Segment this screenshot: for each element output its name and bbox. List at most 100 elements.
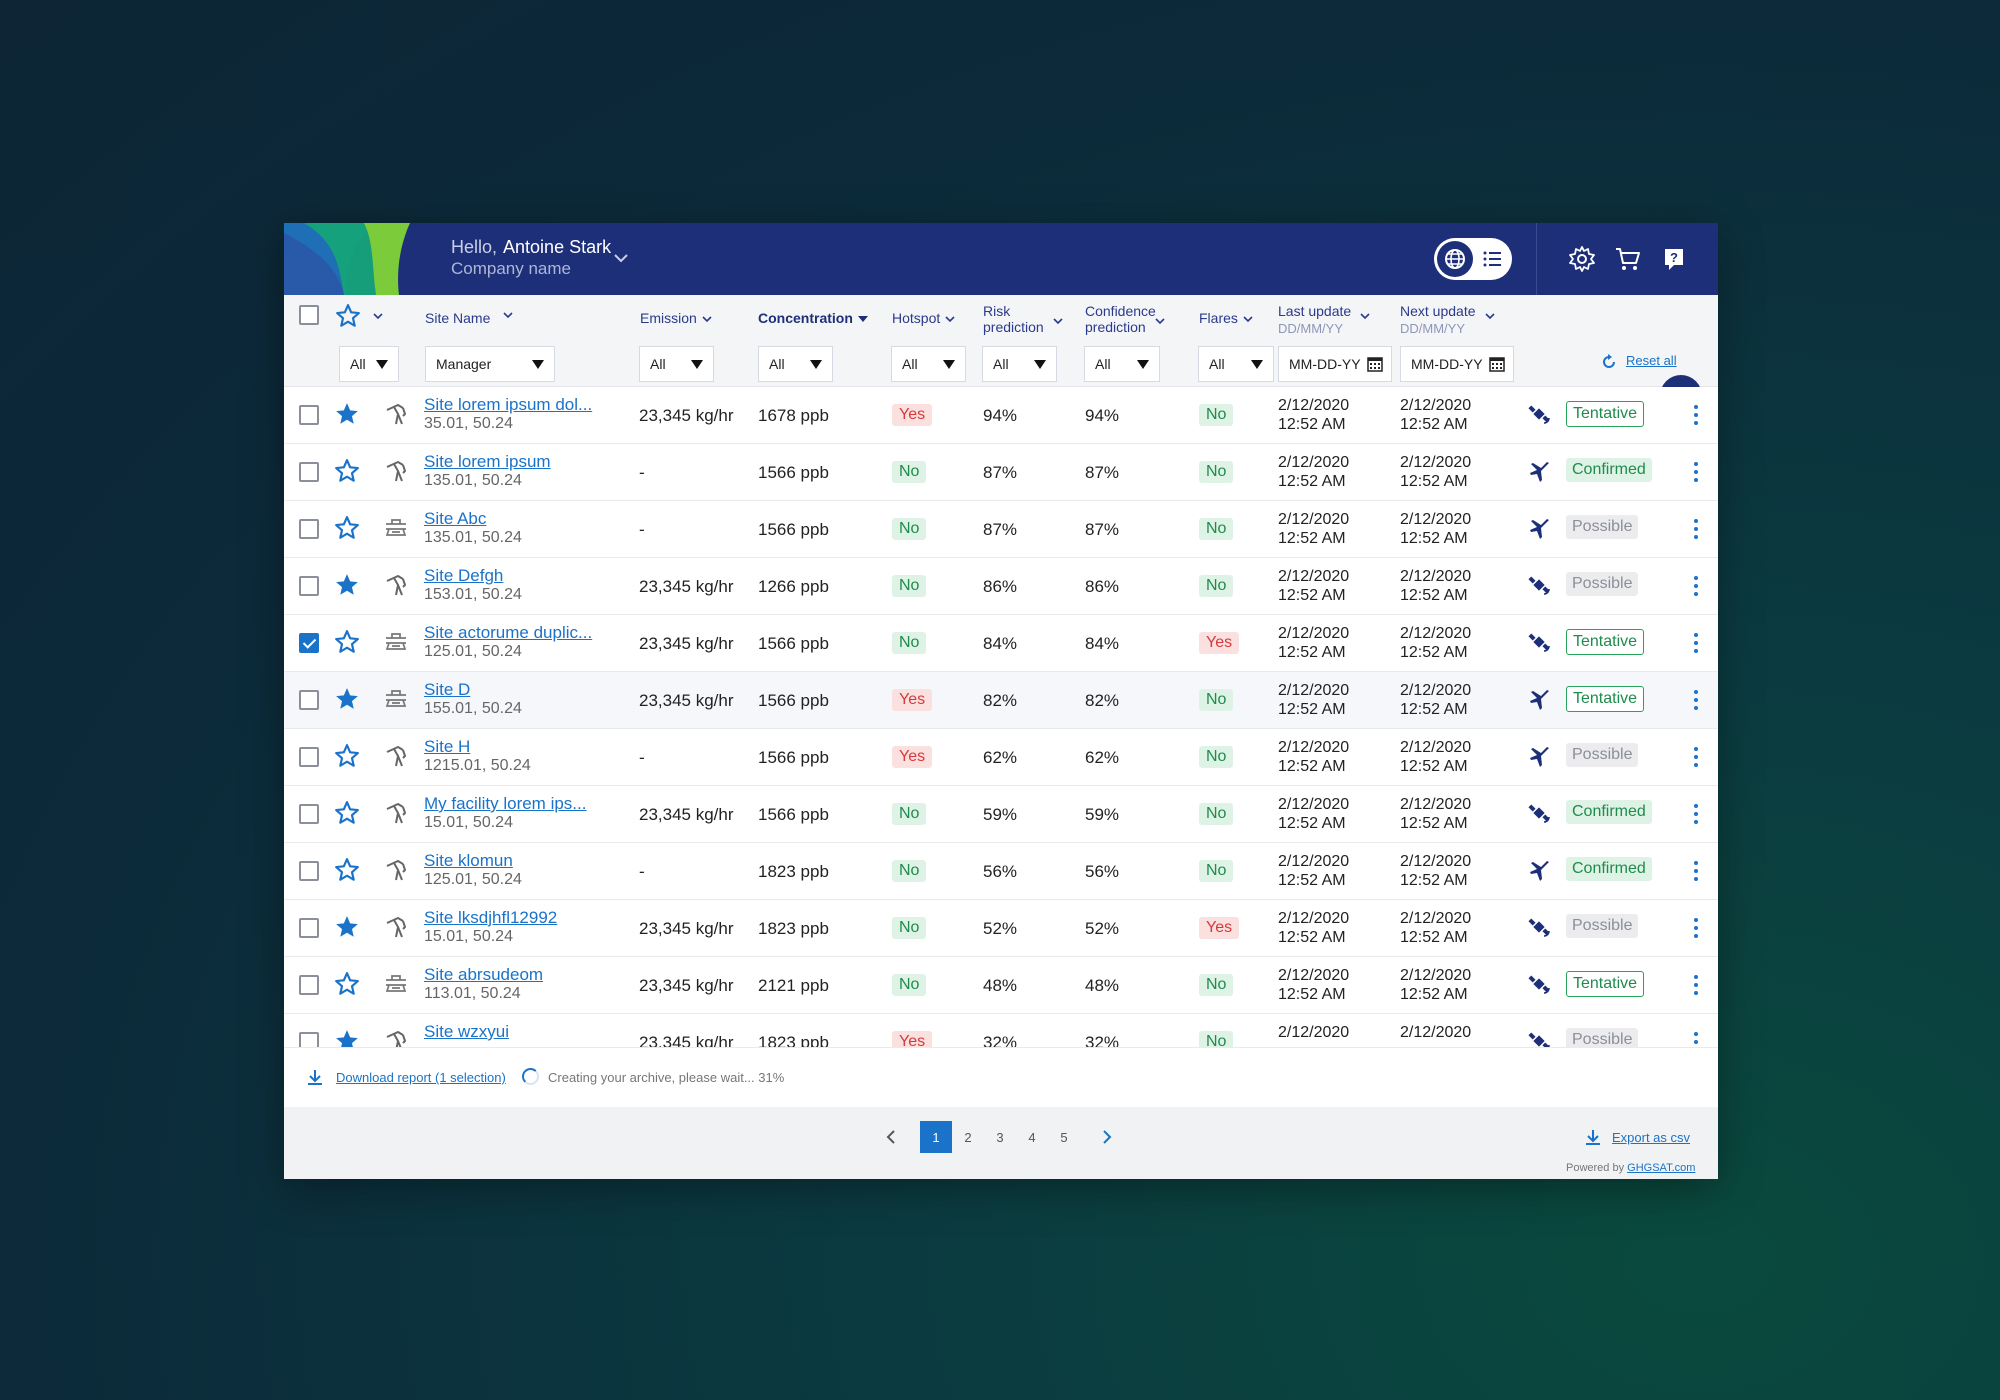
table-row[interactable]: Site H 1215.01, 50.24 - 1566 ppb Yes 62% … (284, 729, 1718, 786)
next-page-icon[interactable] (1100, 1129, 1114, 1145)
star-outline-icon[interactable] (334, 971, 360, 997)
more-options-icon[interactable] (1694, 861, 1698, 885)
status-badge[interactable]: Confirmed (1566, 458, 1652, 482)
row-checkbox[interactable] (299, 1032, 319, 1047)
col-next-update[interactable]: Next update DD/MM/YY (1400, 303, 1496, 337)
table-row[interactable]: Site lorem ipsum 135.01, 50.24 - 1566 ppb… (284, 444, 1718, 501)
site-link[interactable]: Site Defgh (424, 566, 504, 585)
star-filled-icon[interactable] (334, 686, 360, 712)
row-checkbox[interactable] (299, 462, 319, 482)
next-update-date-input[interactable]: MM-DD-YY (1400, 346, 1514, 382)
star-outline-icon[interactable] (334, 458, 360, 484)
more-options-icon[interactable] (1694, 519, 1698, 543)
reset-all-link[interactable]: Reset all (1626, 353, 1677, 368)
globe-icon[interactable] (1437, 241, 1473, 277)
last-update-date-input[interactable]: MM-DD-YY (1278, 346, 1392, 382)
col-hotspot[interactable]: Hotspot (892, 310, 956, 326)
table-row[interactable]: Site abrsudeom 113.01, 50.24 23,345 kg/hr… (284, 957, 1718, 1014)
more-options-icon[interactable] (1694, 975, 1698, 999)
account-chevron-down-icon[interactable] (612, 249, 630, 267)
chevron-down-icon[interactable] (372, 311, 384, 321)
cart-icon[interactable] (1614, 245, 1642, 273)
confidence-filter-select[interactable]: All (1084, 346, 1160, 382)
status-badge[interactable]: Tentative (1566, 686, 1645, 712)
row-checkbox[interactable] (299, 975, 319, 995)
star-outline-icon[interactable] (334, 629, 360, 655)
col-confidence-prediction[interactable]: Confidence prediction (1085, 303, 1166, 335)
table-row[interactable]: Site lksdjhfl12992 15.01, 50.24 23,345 kg… (284, 900, 1718, 957)
list-view-icon[interactable] (1482, 249, 1502, 269)
row-checkbox[interactable] (299, 747, 319, 767)
status-badge[interactable]: Possible (1566, 743, 1639, 767)
more-options-icon[interactable] (1694, 576, 1698, 600)
page-button-5[interactable]: 5 (1060, 1129, 1068, 1145)
row-checkbox[interactable] (299, 576, 319, 596)
star-filter-select[interactable]: All (339, 346, 399, 382)
more-options-icon[interactable] (1694, 405, 1698, 429)
status-badge[interactable]: Possible (1566, 515, 1639, 539)
site-link[interactable]: Site klomun (424, 851, 513, 870)
status-badge[interactable]: Tentative (1566, 401, 1645, 427)
hotspot-filter-select[interactable]: All (891, 346, 966, 382)
row-checkbox[interactable] (299, 519, 319, 539)
powered-by-link[interactable]: GHGSAT.com (1627, 1162, 1696, 1174)
refresh-icon[interactable] (1600, 353, 1618, 371)
calendar-icon[interactable] (1489, 356, 1505, 372)
status-badge[interactable]: Tentative (1566, 629, 1645, 655)
star-filled-icon[interactable] (334, 914, 360, 940)
status-badge[interactable]: Possible (1566, 1028, 1639, 1047)
status-badge[interactable]: Confirmed (1566, 800, 1652, 824)
row-checkbox[interactable] (299, 405, 319, 425)
site-link[interactable]: Site abrsudeom (424, 965, 544, 984)
star-outline-icon[interactable] (334, 800, 360, 826)
site-link[interactable]: My facility lorem ips... (424, 794, 587, 813)
col-emission[interactable]: Emission (640, 310, 713, 326)
status-badge[interactable]: Possible (1566, 572, 1639, 596)
site-link[interactable]: Site Abc (424, 509, 487, 528)
site-link[interactable]: Site wzxyui (424, 1022, 510, 1041)
site-link[interactable]: Site actorume duplic... (424, 623, 593, 642)
table-row[interactable]: My facility lorem ips... 15.01, 50.24 23,… (284, 786, 1718, 843)
star-filled-icon[interactable] (334, 1028, 360, 1047)
col-site-name[interactable]: Site Name (425, 310, 514, 326)
site-link[interactable]: Site lorem ipsum (424, 452, 551, 471)
status-badge[interactable]: Confirmed (1566, 857, 1652, 881)
download-icon[interactable] (306, 1068, 324, 1086)
col-concentration[interactable]: Concentration (758, 310, 869, 326)
site-name-filter-select[interactable]: Manager (425, 346, 555, 382)
more-options-icon[interactable] (1694, 804, 1698, 828)
page-button-2[interactable]: 2 (964, 1129, 972, 1145)
more-options-icon[interactable] (1694, 633, 1698, 657)
page-button-4[interactable]: 4 (1028, 1129, 1036, 1145)
gear-icon[interactable] (1568, 245, 1596, 273)
col-risk-prediction[interactable]: Risk prediction (983, 303, 1064, 335)
export-csv-link[interactable]: Export as csv (1612, 1130, 1691, 1145)
star-filled-icon[interactable] (334, 401, 360, 427)
flares-filter-select[interactable]: All (1198, 346, 1274, 382)
download-report-link[interactable]: Download report (1 selection) (336, 1070, 506, 1085)
status-badge[interactable]: Possible (1566, 914, 1639, 938)
table-row[interactable]: Site D 155.01, 50.24 23,345 kg/hr 1566 pp… (284, 672, 1718, 729)
more-options-icon[interactable] (1694, 918, 1698, 942)
risk-filter-select[interactable]: All (982, 346, 1057, 382)
site-link[interactable]: Site D (424, 680, 471, 699)
help-icon[interactable]: ? (1660, 245, 1688, 273)
page-button-1[interactable]: 1 (920, 1121, 952, 1153)
table-row[interactable]: Site wzxyui 23,345 kg/hr 1823 ppb Yes 32… (284, 1014, 1718, 1047)
view-toggle[interactable] (1434, 238, 1512, 280)
table-row[interactable]: Site Abc 135.01, 50.24 - 1566 ppb No 87% … (284, 501, 1718, 558)
star-outline-icon[interactable] (334, 857, 360, 883)
select-all-checkbox[interactable] (299, 305, 319, 325)
page-button-3[interactable]: 3 (996, 1129, 1004, 1145)
col-last-update[interactable]: Last update DD/MM/YY (1278, 303, 1371, 337)
emission-filter-select[interactable]: All (639, 346, 714, 382)
table-row[interactable]: Site actorume duplic... 125.01, 50.24 23,… (284, 615, 1718, 672)
site-link[interactable]: Site lksdjhfl12992 (424, 908, 558, 927)
row-checkbox[interactable] (299, 804, 319, 824)
star-outline-icon[interactable] (335, 303, 361, 329)
table-row[interactable]: Site lorem ipsum dol... 35.01, 50.24 23,3… (284, 387, 1718, 444)
calendar-icon[interactable] (1367, 356, 1383, 372)
more-options-icon[interactable] (1694, 462, 1698, 486)
table-row[interactable]: Site klomun 125.01, 50.24 - 1823 ppb No 5… (284, 843, 1718, 900)
table-row[interactable]: Site Defgh 153.01, 50.24 23,345 kg/hr 126… (284, 558, 1718, 615)
